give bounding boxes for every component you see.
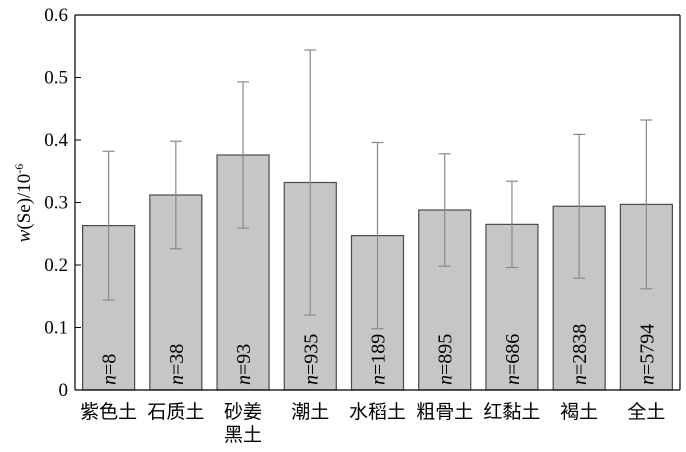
sample-count-label: n=5794 bbox=[636, 324, 658, 385]
y-axis-label-exponent: -6 bbox=[12, 164, 26, 174]
y-tick-label: 0.5 bbox=[44, 68, 68, 89]
y-axis-label-symbol: w bbox=[14, 229, 35, 242]
sample-count-label: n=93 bbox=[233, 344, 255, 385]
x-category-label: 石质土 bbox=[147, 401, 204, 423]
x-category-label: 粗骨土 bbox=[416, 401, 473, 423]
y-tick-label: 0.3 bbox=[44, 193, 68, 214]
sample-count-label: n=189 bbox=[368, 334, 390, 385]
y-tick-label: 0.4 bbox=[44, 130, 68, 151]
x-category-label: 红黏土 bbox=[483, 401, 540, 423]
sample-count-label: n=38 bbox=[166, 344, 188, 385]
y-tick-label: 0.1 bbox=[44, 318, 68, 339]
sample-count-label: n=686 bbox=[502, 334, 524, 385]
y-tick-label: 0.2 bbox=[44, 255, 68, 276]
x-category-label: 水稻土 bbox=[349, 401, 406, 423]
plot-area: 0 0.1 0.2 0.3 0.4 0.5 0.6 n=8 紫色土 n=38 石质土 n=93 砂姜黑土… bbox=[44, 5, 681, 446]
sample-count-label: n=935 bbox=[300, 334, 322, 385]
x-category-label: 潮土 bbox=[291, 401, 329, 423]
sample-count-label: n=8 bbox=[99, 354, 121, 385]
y-axis-label: w(Se)/10-6 bbox=[12, 164, 35, 243]
y-axis-label-text: (Se)/10 bbox=[14, 174, 35, 230]
x-category-label: 褐土 bbox=[560, 401, 598, 423]
x-category-label: 黑土 bbox=[224, 424, 262, 446]
x-category-label: 全土 bbox=[627, 401, 665, 423]
y-tick-label: 0.6 bbox=[44, 5, 68, 26]
y-tick-label: 0 bbox=[59, 380, 69, 401]
x-category-label: 紫色土 bbox=[80, 401, 137, 423]
x-category-label: 砂姜 bbox=[224, 401, 262, 423]
sample-count-label: n=2838 bbox=[569, 324, 591, 385]
sample-count-label: n=895 bbox=[435, 334, 457, 385]
